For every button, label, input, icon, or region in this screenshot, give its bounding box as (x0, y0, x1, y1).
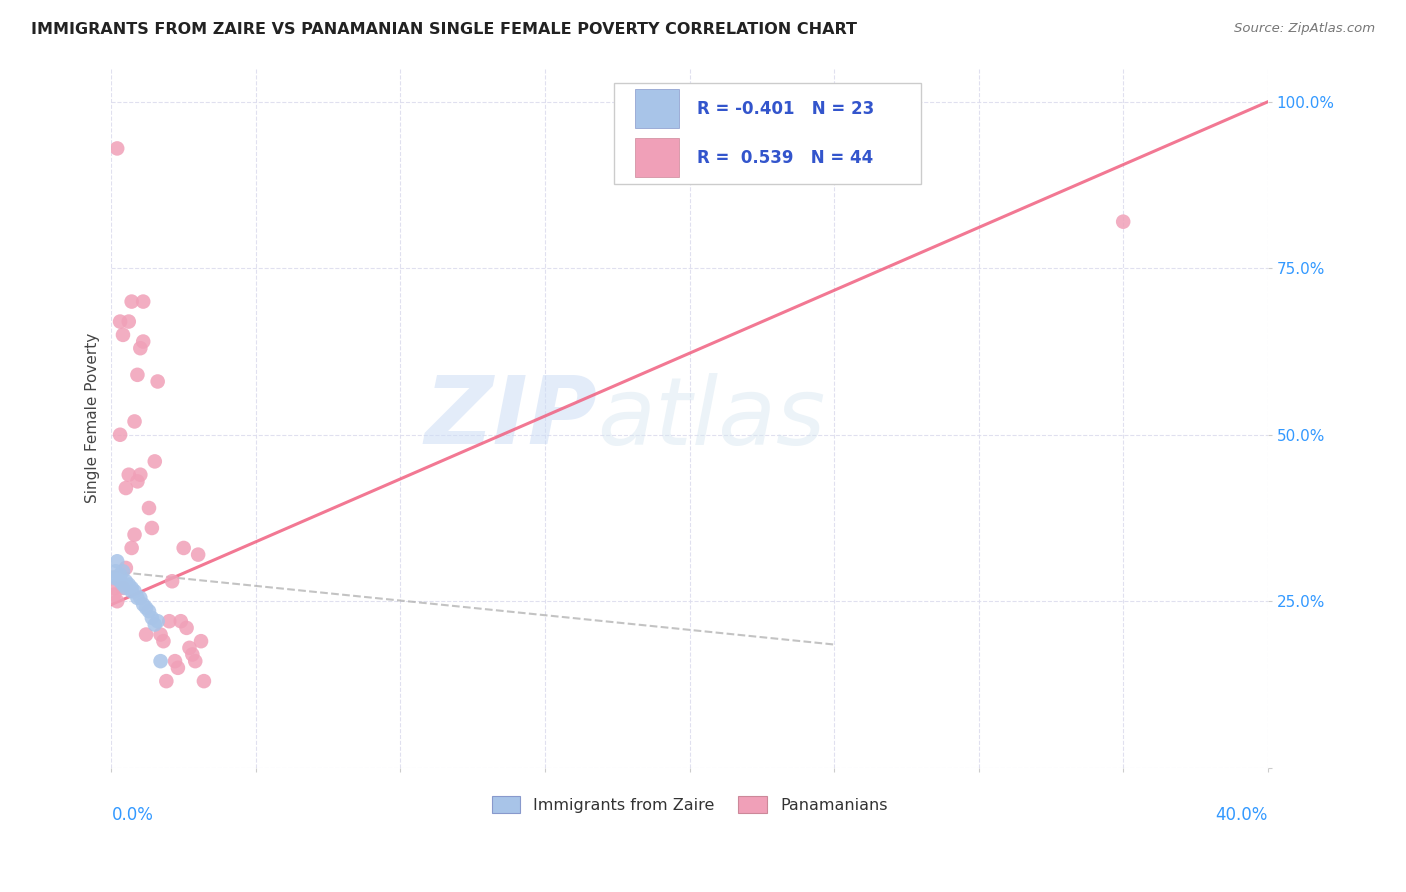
Text: 0.0%: 0.0% (111, 806, 153, 824)
Point (103, 588, 125, 602)
Point (111, 564, 134, 578)
Point (124, 414, 146, 428)
Point (146, 614, 169, 628)
Point (111, 327, 134, 342)
Point (173, 541, 195, 555)
Point (129, 341, 152, 355)
Point (138, 501, 160, 516)
Point (103, 581, 125, 595)
Point (152, 634, 174, 648)
Point (193, 674, 215, 689)
Point (115, 561, 138, 575)
Point (160, 574, 183, 589)
Point (190, 634, 212, 648)
Point (127, 475, 149, 489)
Point (118, 577, 141, 591)
Point (155, 674, 177, 689)
Point (124, 527, 146, 541)
Point (127, 591, 149, 605)
Text: 40.0%: 40.0% (1215, 806, 1268, 824)
Text: R =  0.539   N = 44: R = 0.539 N = 44 (696, 149, 873, 167)
Point (118, 314, 141, 328)
FancyBboxPatch shape (614, 82, 921, 184)
Point (149, 627, 172, 641)
Point (132, 294, 155, 309)
Point (108, 314, 131, 328)
Text: IMMIGRANTS FROM ZAIRE VS PANAMANIAN SINGLE FEMALE POVERTY CORRELATION CHART: IMMIGRANTS FROM ZAIRE VS PANAMANIAN SING… (31, 22, 856, 37)
Point (111, 577, 134, 591)
Point (127, 368, 149, 382)
Point (167, 661, 190, 675)
Point (138, 604, 160, 618)
Point (105, 594, 128, 608)
Point (108, 574, 131, 589)
FancyBboxPatch shape (636, 138, 679, 177)
Point (108, 427, 131, 442)
Point (176, 621, 198, 635)
Point (132, 598, 155, 612)
Point (105, 571, 128, 585)
Point (121, 294, 143, 309)
Point (163, 654, 186, 668)
Point (1112, 215, 1135, 229)
Text: Source: ZipAtlas.com: Source: ZipAtlas.com (1234, 22, 1375, 36)
Point (115, 581, 138, 595)
Text: ZIP: ZIP (425, 372, 598, 464)
Point (105, 554, 128, 568)
Point (149, 654, 172, 668)
Point (143, 454, 166, 468)
Point (181, 648, 204, 662)
Point (121, 584, 143, 599)
Point (146, 375, 169, 389)
Point (115, 574, 138, 589)
Point (157, 614, 180, 628)
Text: atlas: atlas (598, 373, 825, 464)
Legend: Immigrants from Zaire, Panamanians: Immigrants from Zaire, Panamanians (485, 789, 894, 819)
Point (141, 611, 163, 625)
Point (103, 571, 125, 585)
Point (184, 654, 207, 668)
Point (135, 627, 157, 641)
Point (111, 581, 134, 595)
Point (115, 481, 138, 495)
Point (118, 467, 141, 482)
Point (135, 600, 157, 615)
Point (170, 614, 193, 628)
Point (129, 467, 152, 482)
Point (141, 521, 163, 535)
Point (104, 564, 127, 578)
Point (179, 640, 201, 655)
Point (105, 141, 128, 155)
FancyBboxPatch shape (636, 89, 679, 128)
Point (108, 567, 131, 582)
Point (129, 591, 152, 605)
Point (121, 581, 143, 595)
Point (124, 584, 146, 599)
Text: R = -0.401   N = 23: R = -0.401 N = 23 (696, 100, 873, 118)
Y-axis label: Single Female Poverty: Single Female Poverty (86, 333, 100, 503)
Point (121, 541, 143, 555)
Point (132, 334, 155, 349)
Point (187, 548, 209, 562)
Point (143, 617, 166, 632)
